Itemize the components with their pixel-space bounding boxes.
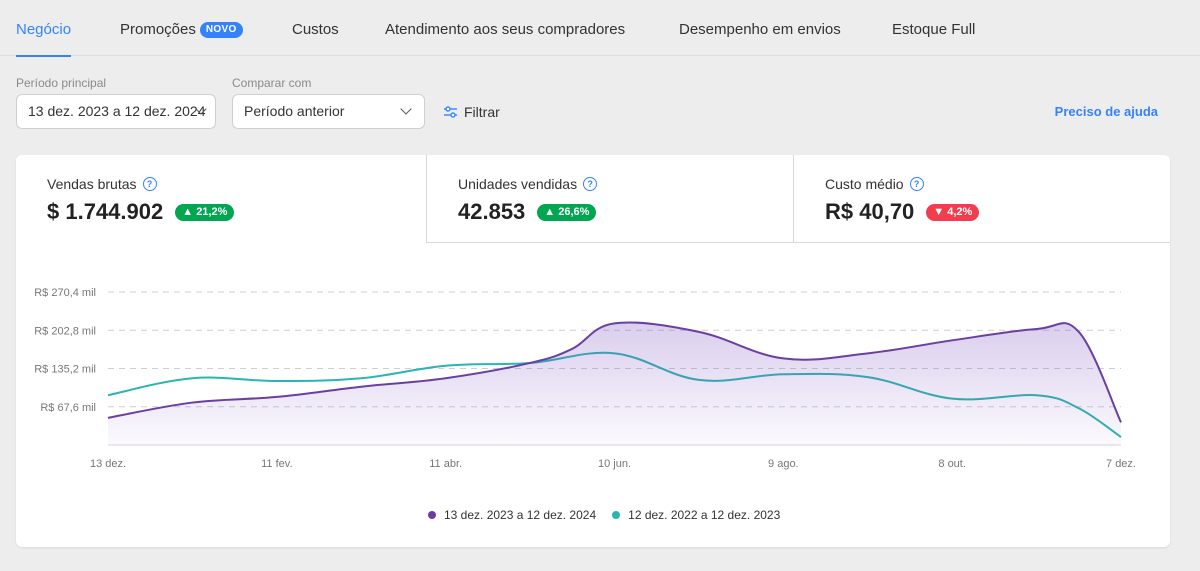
new-badge: NOVO (199, 22, 243, 38)
tab-label: Atendimento aos seus compradores (385, 21, 626, 38)
kpi-title: Unidades vendidas (458, 176, 578, 192)
tab-custos[interactable]: Custos (292, 0, 339, 56)
delta-badge: ▲ 21,2% (175, 203, 235, 221)
tab-label: Estoque Full (892, 21, 976, 38)
delta-value: 26,6% (558, 205, 590, 218)
legend-dot (612, 511, 621, 519)
legend-label: 12 dez. 2022 a 12 dez. 2023 (628, 508, 781, 522)
filter-label: Filtrar (464, 104, 500, 120)
kpi-value: 42.853 (458, 199, 526, 224)
delta-badge: ▲ 26,6% (537, 203, 597, 221)
kpi-vendas-brutas[interactable]: Vendas brutas ? $ 1.744.902 ▲ 21,2% (16, 155, 426, 243)
delta-value: 21,2% (196, 205, 228, 218)
delta-badge: ▼ 4,2% (926, 203, 980, 221)
tab-label: Custos (292, 21, 339, 38)
main-period-value: 13 dez. 2023 a 12 dez. 2024 (28, 103, 206, 119)
compare-select[interactable]: Período anterior (232, 94, 425, 129)
kpi-value: R$ 40,70 (825, 199, 915, 224)
tab-atendimento[interactable]: Atendimento aos seus compradores (385, 0, 625, 56)
compare-value: Período anterior (244, 103, 345, 119)
kpi-title: Vendas brutas (47, 176, 137, 192)
kpi-value: $ 1.744.902 (47, 199, 164, 224)
tab-bar: Negócio Promoções NOVO Custos Atendimento… (0, 0, 1200, 57)
question-icon[interactable]: ? (909, 177, 924, 191)
kpi-title: Custo médio (825, 176, 904, 192)
help-link[interactable]: Preciso de ajuda (1054, 104, 1158, 119)
tab-desempenho-envios[interactable]: Desempenho em envios (679, 0, 841, 56)
tab-promocoes[interactable]: Promoções NOVO (120, 0, 243, 56)
main-period-label: Período principal (16, 76, 107, 90)
metrics-card: Vendas brutas ? $ 1.744.902 ▲ 21,2% Unid… (16, 155, 1170, 547)
legend-item-main[interactable]: 13 dez. 2023 a 12 dez. 2024 (428, 508, 596, 522)
tab-negocio[interactable]: Negócio (16, 0, 72, 57)
chevron-down-icon (400, 103, 412, 115)
legend-item-compare[interactable]: 12 dez. 2022 a 12 dez. 2023 (612, 508, 780, 522)
main-period-select[interactable]: 13 dez. 2023 a 12 dez. 2024 (16, 94, 216, 129)
filter-button[interactable]: Filtrar (443, 102, 500, 122)
tab-label: Desempenho em envios (679, 21, 841, 38)
question-icon[interactable]: ? (583, 177, 598, 191)
delta-value: 4,2% (947, 205, 973, 218)
kpi-custo-medio[interactable]: Custo médio ? R$ 40,70 ▼ 4,2% (793, 155, 1170, 243)
tab-label: Negócio (16, 21, 72, 38)
question-icon[interactable]: ? (142, 177, 157, 191)
kpi-unidades-vendidas[interactable]: Unidades vendidas ? 42.853 ▲ 26,6% (426, 155, 794, 243)
legend-label: 13 dez. 2023 a 12 dez. 2024 (444, 508, 597, 522)
compare-label: Comparar com (232, 76, 312, 90)
filter-sliders-icon (444, 106, 457, 118)
legend-dot (428, 511, 436, 519)
tab-estoque-full[interactable]: Estoque Full (892, 0, 975, 56)
tab-label: Promoções (120, 21, 196, 38)
chart-legend: 13 dez. 2023 a 12 dez. 2024 12 dez. 2022… (428, 508, 796, 522)
